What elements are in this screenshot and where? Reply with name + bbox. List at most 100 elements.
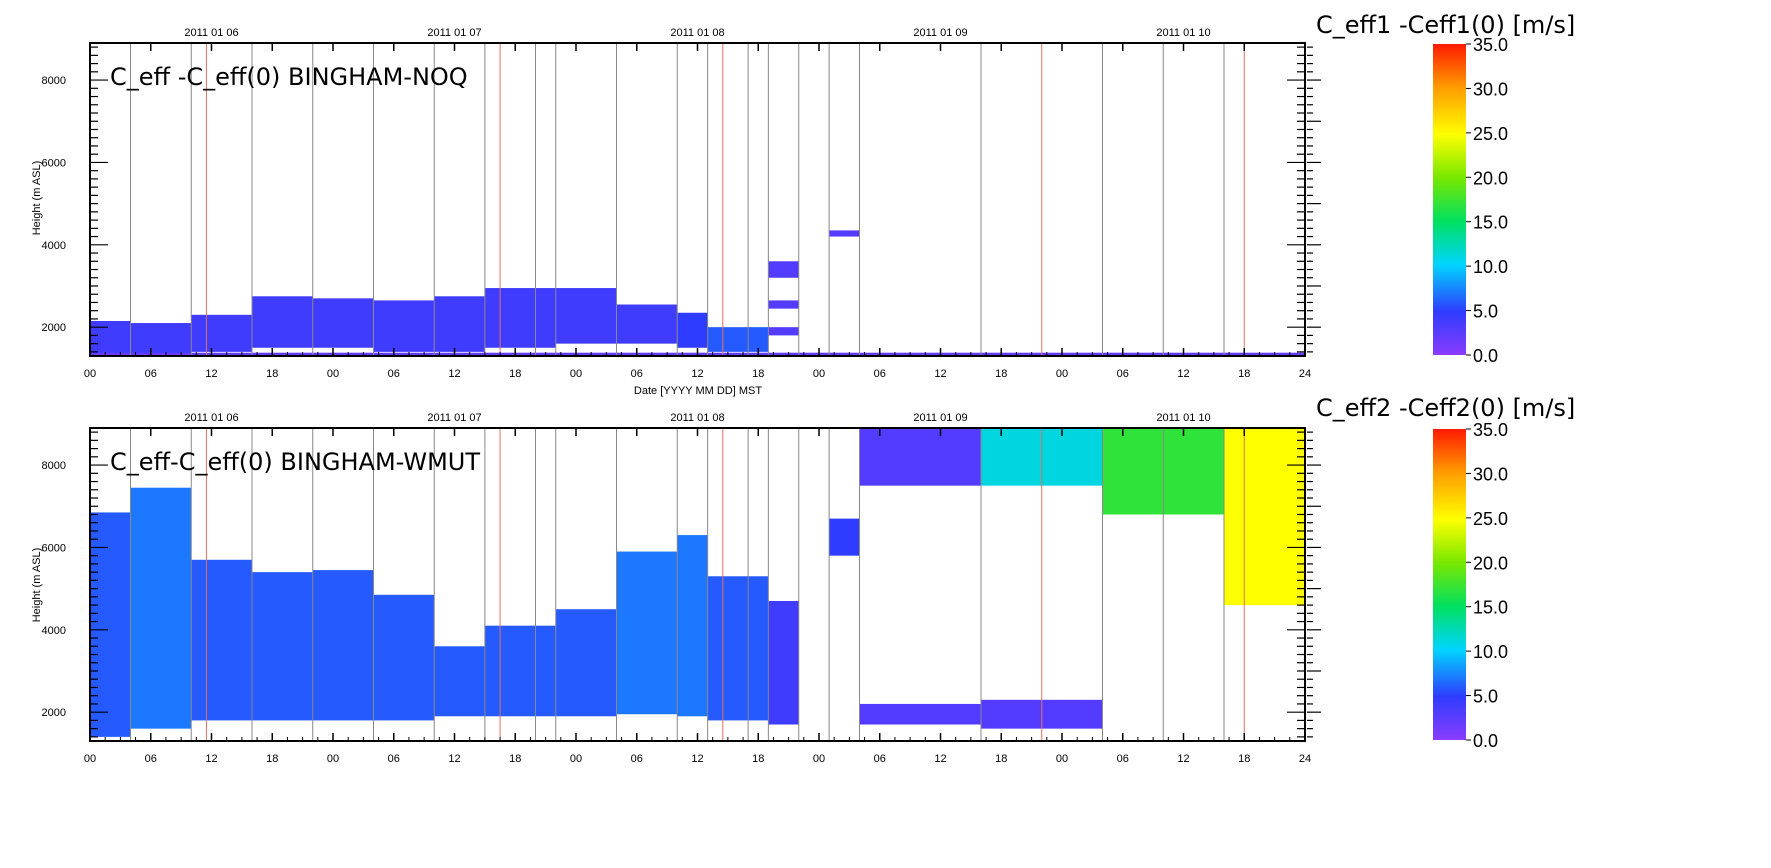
colorbar-1 — [1433, 44, 1466, 355]
p2-data-cell-14 — [859, 428, 981, 486]
panel-1-vlines — [130, 43, 1245, 356]
p1-ytick-label-0: 2000 — [42, 322, 66, 334]
p2-data-cell-0 — [90, 512, 131, 737]
cb1-labels-tick-label-3: 15.0 — [1473, 213, 1508, 233]
p1-xtick-label-16: 00 — [1056, 368, 1068, 380]
p2-data-cell-3 — [252, 572, 313, 721]
p1-xtick-label-8: 00 — [570, 368, 582, 380]
p2-xtick-label-14: 12 — [934, 753, 946, 765]
p1-xtick-label-2: 12 — [205, 368, 217, 380]
colorbar-2-title: C_eff2 -Ceff2(0) [m/s] — [1316, 394, 1575, 422]
cb1-labels-tick-label-0: 0.0 — [1473, 346, 1498, 366]
p2-xtick-label-4: 00 — [327, 753, 339, 765]
p2-date-label-4: 2011 01 10 — [1156, 412, 1210, 424]
p2-data-cell-12 — [768, 600, 799, 725]
cb1-labels-tick-label-5: 25.0 — [1473, 124, 1508, 144]
p1-xtick-label-10: 12 — [691, 368, 703, 380]
p1-xtick-label-19: 18 — [1238, 368, 1250, 380]
p1-data-cell-4 — [312, 298, 374, 348]
p2-xtick-label-20: 24 — [1299, 753, 1311, 765]
p2-data-cell-10 — [677, 535, 708, 717]
p1-data-cell-1 — [130, 323, 192, 356]
colorbar-1-title: C_eff1 -Ceff1(0) [m/s] — [1316, 11, 1575, 39]
p2-xtick-label-18: 12 — [1177, 753, 1189, 765]
p2-xtick-label-17: 06 — [1117, 753, 1129, 765]
p2-data-cell-9 — [616, 551, 678, 715]
panel-2-heatmap — [90, 428, 1305, 737]
p1-xtick-label-15: 18 — [995, 368, 1007, 380]
cb2-labels-tick-label-3: 15.0 — [1473, 598, 1508, 618]
cb1-labels-tick-label-7: 35.0 — [1473, 35, 1508, 55]
p1-xtick-label-18: 12 — [1177, 368, 1189, 380]
p1-xtick-label-5: 06 — [388, 368, 400, 380]
p2-xtick-label-1: 06 — [145, 753, 157, 765]
p2-xtick-label-8: 00 — [570, 753, 582, 765]
p1-xtick-label-6: 12 — [448, 368, 460, 380]
p1-date-label-1: 2011 01 07 — [427, 27, 481, 39]
p2-data-cell-19 — [1224, 428, 1305, 606]
p2-date-label-0: 2011 01 06 — [184, 412, 238, 424]
p2-xtick-label-7: 18 — [509, 753, 521, 765]
p2-date-label-3: 2011 01 09 — [913, 412, 967, 424]
panel-1-title: C_eff -C_eff(0) BINGHAM-NOQ — [110, 63, 468, 91]
p1-xtick-label-14: 12 — [934, 368, 946, 380]
p2-xtick-label-15: 18 — [995, 753, 1007, 765]
p1-xtick-label-1: 06 — [145, 368, 157, 380]
p1-ytick-label-2: 6000 — [42, 157, 66, 169]
p2-xtick-label-13: 06 — [874, 753, 886, 765]
panel-2-title: C_eff-C_eff(0) BINGHAM-WMUT — [110, 448, 480, 476]
cb2-labels-tick-label-4: 20.0 — [1473, 553, 1508, 573]
panel-1-xlabel: Date [YYYY MM DD] MST — [634, 385, 762, 397]
p2-xtick-label-3: 18 — [266, 753, 278, 765]
p2-xtick-label-5: 06 — [388, 753, 400, 765]
p1-xtick-label-7: 18 — [509, 368, 521, 380]
colorbar-1-labels: 0.0 5.0 10.0 15.0 20.0 25.0 30.0 35.0 — [1466, 35, 1508, 366]
p2-data-cell-5 — [373, 594, 435, 721]
p2-xtick-label-2: 12 — [205, 753, 217, 765]
p1-data-cell-5 — [373, 300, 435, 352]
cb1-labels-tick-label-1: 5.0 — [1473, 302, 1498, 322]
p1-data-cell-0 — [90, 320, 131, 356]
p1-data-cell-9 — [616, 304, 678, 344]
p1-data-cell-15 — [829, 230, 860, 237]
p1-data-cell-6 — [434, 296, 485, 352]
p2-data-cell-15 — [859, 703, 981, 725]
p1-data-cell-11 — [707, 327, 769, 352]
p1-xtick-label-11: 18 — [752, 368, 764, 380]
p1-xtick-label-3: 18 — [266, 368, 278, 380]
panel-1: 00 06 12 18 00 06 12 18 00 06 12 18 00 06 12 18 00 06 12 18… — [31, 11, 1575, 397]
cb2-labels-tick-label-7: 35.0 — [1473, 420, 1508, 440]
p2-data-cell-8 — [555, 609, 617, 717]
p2-data-cell-2 — [191, 559, 252, 721]
p1-ytick-label-1: 4000 — [42, 240, 66, 252]
cb2-labels-tick-label-6: 30.0 — [1473, 464, 1508, 484]
p2-xtick-label-11: 18 — [752, 753, 764, 765]
p2-xtick-label-10: 12 — [691, 753, 703, 765]
p1-xtick-label-20: 24 — [1299, 368, 1311, 380]
p1-data-cell-2 — [191, 314, 252, 352]
p1-data-cell-3 — [252, 296, 313, 348]
p1-data-cell-13 — [768, 300, 799, 309]
panel-2-ylabel: Height (m ASL) — [31, 548, 43, 623]
p2-xtick-label-16: 00 — [1056, 753, 1068, 765]
p1-xtick-label-4: 00 — [327, 368, 339, 380]
p2-xtick-label-0: 00 — [84, 753, 96, 765]
p2-xtick-label-19: 18 — [1238, 753, 1250, 765]
p2-data-cell-7 — [484, 625, 556, 717]
cb2-labels-tick-label-2: 10.0 — [1473, 642, 1508, 662]
p2-ytick-label-2: 6000 — [42, 542, 66, 554]
p1-xtick-label-12: 00 — [813, 368, 825, 380]
panel-1-heatmap — [90, 230, 1305, 356]
panel-2: 00 06 12 18 00 06 12 18 00 06 12 18 00 06 12 18 00 06 12 18… — [31, 394, 1575, 765]
p1-xtick-label-9: 06 — [631, 368, 643, 380]
p2-ytick-label-3: 8000 — [42, 460, 66, 472]
p2-ytick-label-1: 4000 — [42, 625, 66, 637]
panel-1-ylabel: Height (m ASL) — [31, 161, 43, 236]
p2-data-cell-11 — [707, 576, 769, 721]
cb1-labels-tick-label-4: 20.0 — [1473, 168, 1508, 188]
p1-date-label-3: 2011 01 09 — [913, 27, 967, 39]
p2-data-cell-1 — [130, 487, 192, 729]
p1-data-cell-12 — [768, 327, 799, 336]
p1-date-label-0: 2011 01 06 — [184, 27, 238, 39]
p1-xtick-label-13: 06 — [874, 368, 886, 380]
